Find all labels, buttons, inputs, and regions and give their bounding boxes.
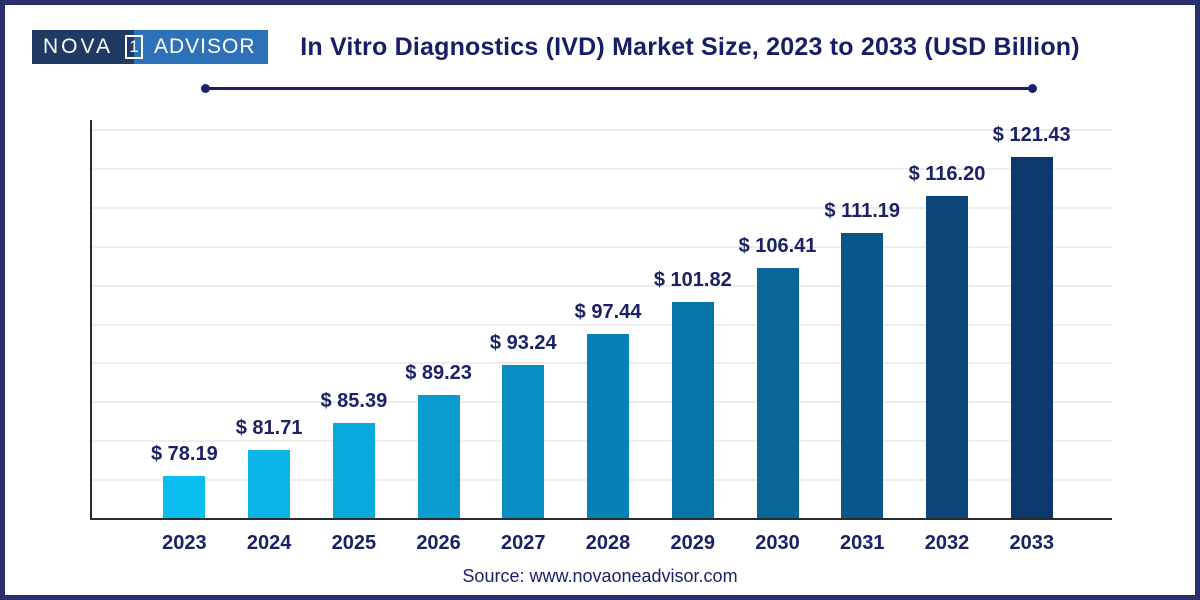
logo-left-segment: NOVA — [32, 30, 123, 64]
plot-area: $ 78.19 2023 $ 81.71 2024 $ 85.39 2025 $ 89.23… — [90, 120, 1112, 554]
category-band-2033: $ 121.43 2033 — [989, 120, 1074, 554]
bar-2029 — [671, 302, 714, 518]
underline-right-dot — [1028, 84, 1037, 93]
value-label-2033: $ 121.43 — [992, 124, 1071, 146]
x-tick-label-2025: 2025 — [331, 532, 377, 554]
x-tick-label-2029: 2029 — [670, 532, 716, 554]
source-text: Source: www.novaoneadvisor.com — [462, 566, 738, 586]
gridline — [92, 284, 1112, 287]
logo-one-box: 1 — [124, 35, 143, 59]
bar-2023 — [163, 476, 206, 518]
logo-right-segment: ADVISOR — [144, 30, 268, 64]
category-band-2029: $ 101.82 2029 — [650, 120, 735, 554]
value-label-2028: $ 97.44 — [574, 301, 642, 323]
value-label-2024: $ 81.71 — [235, 417, 303, 439]
category-band-2027: $ 93.24 2027 — [481, 120, 566, 554]
bar-2024 — [248, 450, 291, 518]
category-band-2030: $ 106.41 2030 — [735, 120, 820, 554]
category-band-2023: $ 78.19 2023 — [142, 120, 227, 554]
x-tick-label-2026: 2026 — [416, 532, 461, 554]
x-tick-label-2024: 2024 — [246, 532, 292, 554]
value-label-2031: $ 111.19 — [824, 200, 901, 222]
bars-row: $ 78.19 2023 $ 81.71 2024 $ 85.39 2025 $ 89.23… — [142, 120, 1074, 554]
gridline — [92, 206, 1112, 209]
gridline — [92, 167, 1112, 170]
x-tick-label-2032: 2032 — [924, 532, 970, 554]
gridline — [92, 245, 1112, 248]
value-label-2030: $ 106.41 — [738, 235, 817, 257]
x-tick-label-2028: 2028 — [585, 532, 631, 554]
category-band-2031: $ 111.19 2031 — [820, 120, 905, 554]
x-tick-label-2031: 2031 — [839, 532, 885, 554]
bar-2026 — [417, 395, 460, 518]
chart-title: In Vitro Diagnostics (IVD) Market Size, … — [300, 33, 1080, 61]
x-tick-label-2027: 2027 — [501, 532, 546, 554]
bar-2031 — [841, 233, 884, 518]
category-band-2026: $ 89.23 2026 — [396, 120, 481, 554]
bar-2027 — [502, 365, 545, 518]
bar-2025 — [332, 423, 375, 518]
bar-2032 — [925, 196, 968, 518]
gridline — [92, 129, 1112, 131]
value-label-2025: $ 85.39 — [320, 390, 388, 412]
bar-2030 — [756, 268, 799, 518]
underline-left-dot — [201, 84, 210, 93]
x-tick-label-2033: 2033 — [1009, 532, 1054, 554]
x-tick-label-2023: 2023 — [162, 532, 207, 554]
category-band-2025: $ 85.39 2025 — [311, 120, 396, 554]
category-band-2028: $ 97.44 2028 — [566, 120, 651, 554]
bar-2033 — [1010, 157, 1053, 518]
category-band-2032: $ 116.20 2032 — [905, 120, 990, 554]
value-label-2032: $ 116.20 — [908, 163, 986, 185]
x-tick-label-2030: 2030 — [755, 532, 800, 554]
gridline — [92, 323, 1112, 326]
value-label-2029: $ 101.82 — [653, 269, 732, 291]
logo-one-cell: 1 — [122, 30, 145, 64]
nova-one-advisor-logo: NOVA 1 ADVISOR — [32, 30, 268, 64]
bar-2028 — [587, 334, 630, 518]
title-underline — [201, 84, 1037, 93]
value-label-2026: $ 89.23 — [405, 362, 472, 384]
value-label-2023: $ 78.19 — [150, 443, 218, 465]
category-band-2024: $ 81.71 2024 — [227, 120, 312, 554]
value-label-2027: $ 93.24 — [489, 332, 557, 354]
